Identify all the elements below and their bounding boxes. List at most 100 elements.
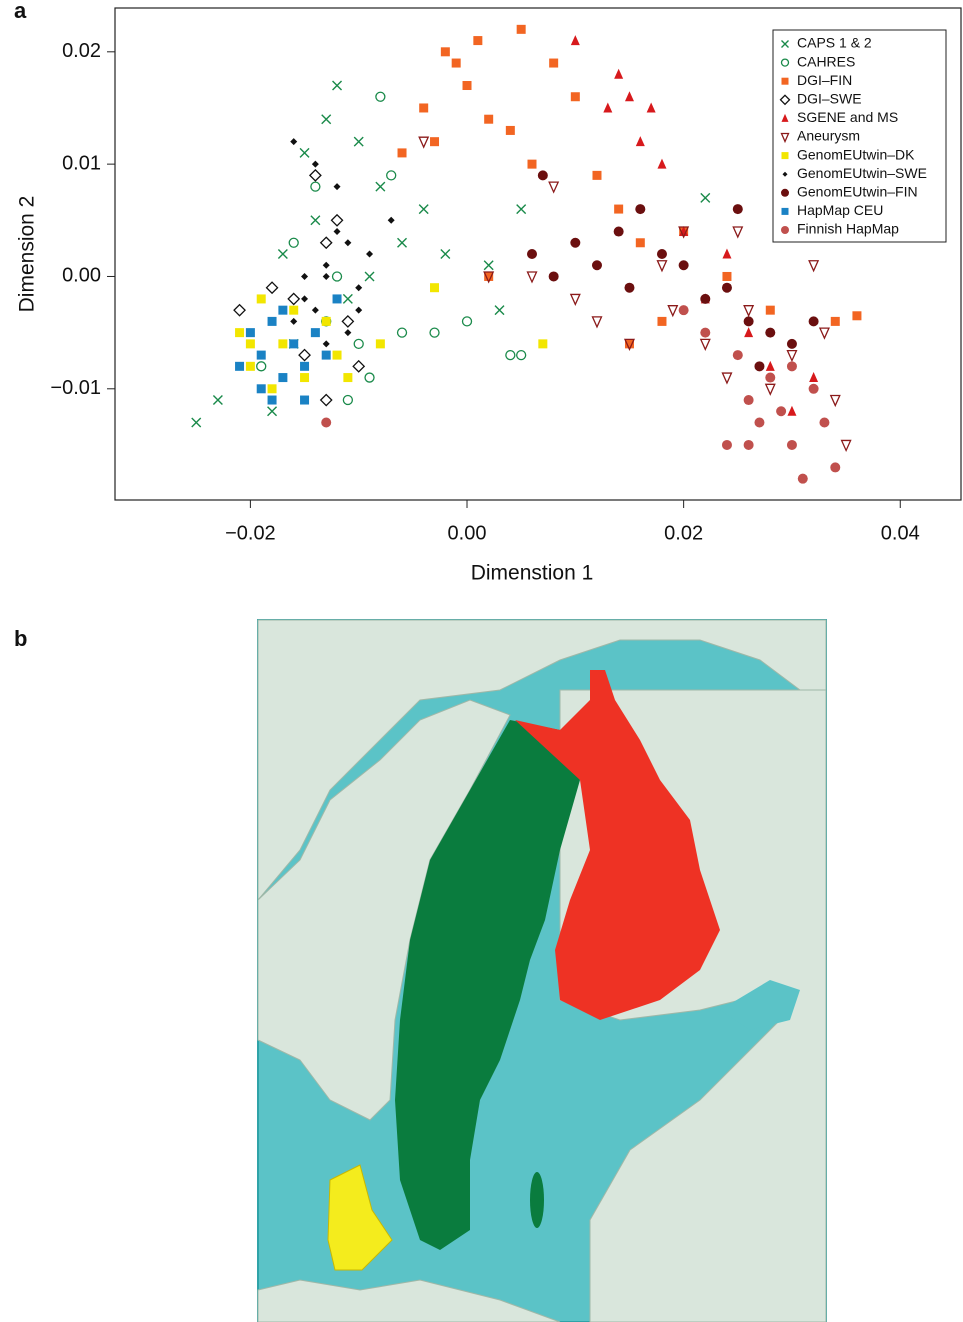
point: [624, 283, 634, 293]
point: [495, 306, 504, 315]
point: [333, 351, 342, 360]
legend-label: GenomEUtwin–DK: [797, 146, 915, 162]
panel-label: a: [14, 0, 27, 23]
point: [365, 272, 374, 281]
point: [365, 373, 374, 382]
point: [311, 182, 320, 191]
point: [614, 69, 623, 79]
legend-label: GenomEUtwin–FIN: [797, 184, 918, 200]
point: [312, 307, 319, 314]
point: [614, 205, 623, 214]
point: [528, 272, 537, 282]
point: [376, 339, 385, 348]
point: [776, 406, 786, 416]
point: [333, 81, 342, 90]
figure: a b Dimenstion 1 Dimension 2 −0.020.000.…: [0, 0, 963, 1322]
point: [722, 373, 731, 383]
point: [830, 462, 840, 472]
legend-marker: [781, 226, 789, 234]
point: [787, 361, 797, 371]
point: [701, 193, 710, 202]
point: [290, 318, 297, 325]
legend-label: DGI–SWE: [797, 91, 862, 107]
point: [571, 294, 580, 304]
legend-label: Aneurysm: [797, 128, 860, 144]
point: [506, 126, 515, 135]
point: [809, 384, 819, 394]
point: [484, 115, 493, 124]
point: [430, 283, 439, 292]
point: [246, 362, 255, 371]
point: [570, 238, 580, 248]
point: [528, 160, 537, 169]
point: [787, 351, 796, 361]
point: [657, 317, 666, 326]
point: [722, 283, 732, 293]
legend-marker: [782, 78, 789, 85]
point: [310, 170, 321, 181]
point: [744, 327, 753, 337]
point: [647, 102, 656, 112]
point: [322, 317, 331, 326]
point: [300, 396, 309, 405]
point: [592, 317, 601, 327]
point: [321, 417, 331, 427]
point: [744, 440, 754, 450]
point: [441, 250, 450, 259]
point: [323, 340, 330, 347]
point: [268, 407, 277, 416]
point: [343, 373, 352, 382]
point: [246, 339, 255, 348]
point: [463, 81, 472, 90]
point: [765, 373, 775, 383]
point: [398, 328, 407, 337]
point: [679, 305, 689, 315]
point: [831, 317, 840, 326]
legend-label: DGI–FIN: [797, 72, 852, 88]
point: [517, 205, 526, 214]
point: [549, 59, 558, 68]
point: [398, 238, 407, 247]
point: [765, 328, 775, 338]
point: [355, 284, 362, 291]
point: [354, 137, 363, 146]
legend-marker: [782, 208, 789, 215]
x-tick-label: 0.00: [448, 522, 487, 544]
point: [235, 362, 244, 371]
point: [355, 307, 362, 314]
point: [376, 182, 385, 191]
point: [592, 260, 602, 270]
point: [831, 396, 840, 406]
point: [744, 316, 754, 326]
point: [388, 217, 395, 224]
point: [299, 350, 310, 361]
point: [419, 103, 428, 112]
point: [549, 271, 559, 281]
point: [820, 328, 829, 338]
point: [787, 406, 796, 416]
point: [657, 159, 666, 169]
point: [463, 317, 472, 326]
legend-label: CAHRES: [797, 53, 855, 69]
point: [636, 136, 645, 146]
point: [668, 306, 677, 316]
point: [506, 351, 515, 360]
point: [398, 148, 407, 157]
point: [657, 261, 666, 271]
point: [819, 417, 829, 427]
point: [235, 328, 244, 337]
point: [278, 373, 287, 382]
point: [614, 227, 624, 237]
x-axis-title: Dimenstion 1: [471, 562, 594, 585]
point: [268, 384, 277, 393]
point: [268, 317, 277, 326]
point: [636, 238, 645, 247]
point: [323, 273, 330, 280]
point: [733, 350, 743, 360]
point: [353, 361, 364, 372]
x-tick-label: 0.02: [664, 522, 703, 544]
point: [288, 293, 299, 304]
point: [278, 339, 287, 348]
